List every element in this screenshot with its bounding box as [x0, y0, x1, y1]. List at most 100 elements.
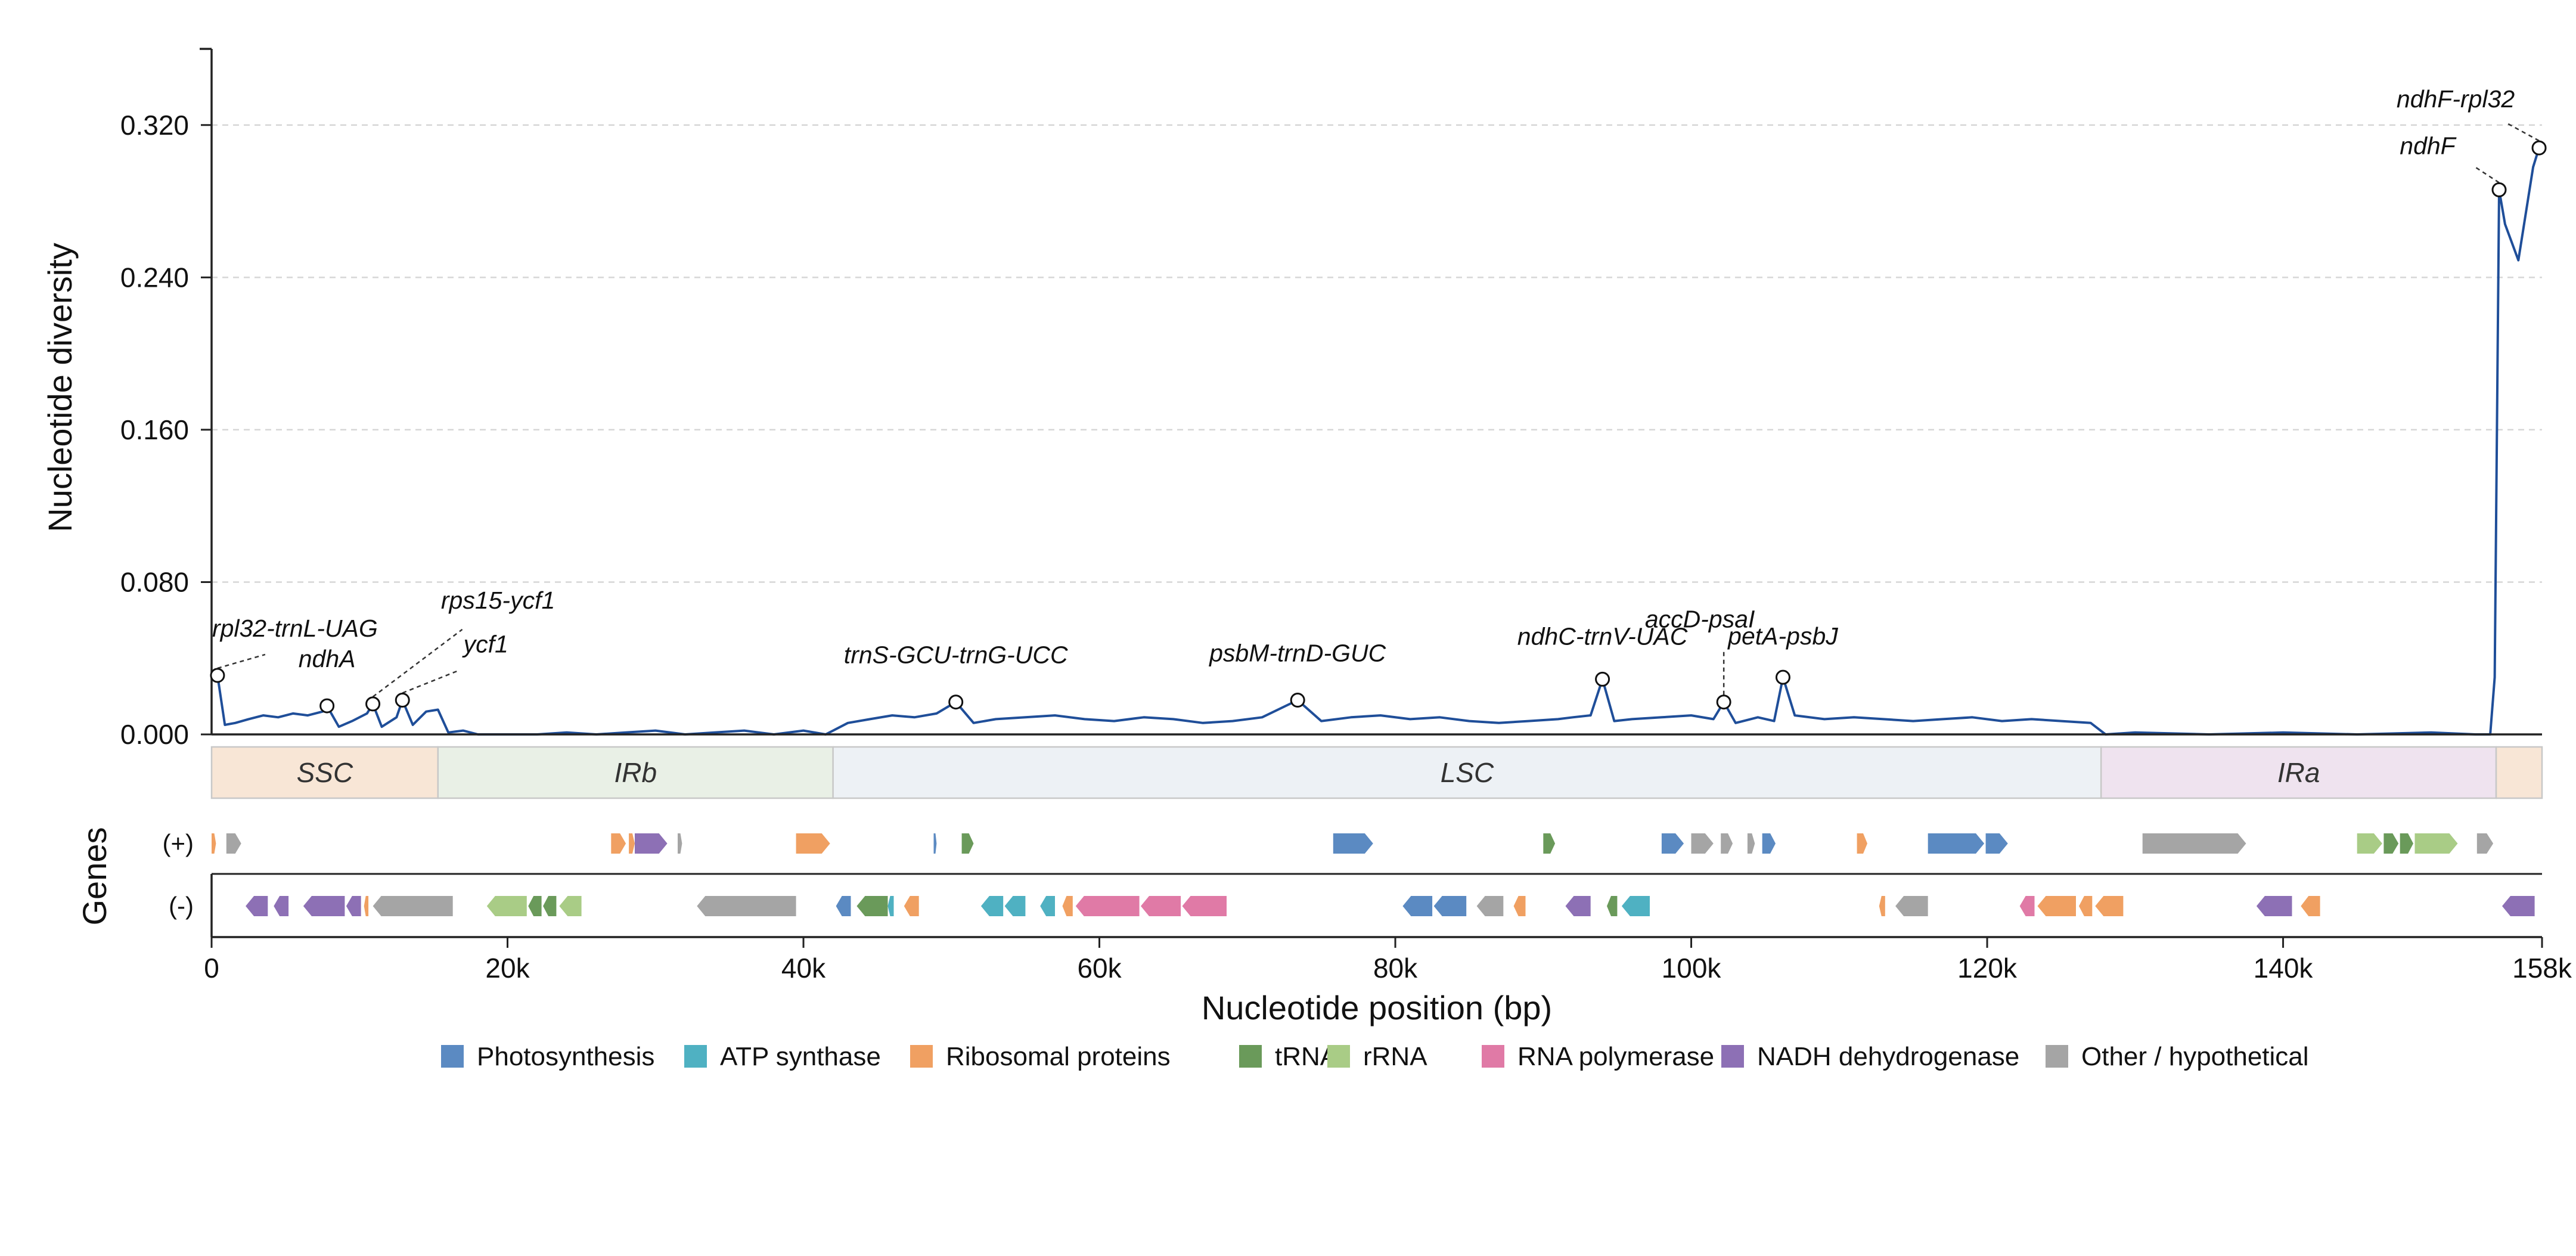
peak-marker [2531, 140, 2547, 156]
gene-arrow [1985, 833, 2008, 854]
gene-arrow [1721, 833, 1733, 854]
gene-arrow [1004, 896, 1026, 916]
gene-arrow [1762, 833, 1776, 854]
gene-arrow [1543, 833, 1556, 854]
gene-arrow [1433, 896, 1467, 916]
peak-label: rpl32-trnL-UAG [212, 615, 378, 642]
x-tick-label: 120k [1957, 953, 2018, 984]
gene-arrow [2476, 833, 2494, 854]
legend-label: Ribosomal proteins [946, 1042, 1171, 1071]
legend-layer: Photosynthesis ATP synthase Ribosomal prot… [441, 1042, 2309, 1071]
gene-arrow [1879, 896, 1885, 916]
gene-arrow [1476, 896, 1504, 916]
gene-arrow [2400, 833, 2413, 854]
gene-arrow [1141, 896, 1181, 916]
x-tick-label: 80k [1373, 953, 1418, 984]
peak-leader-line [217, 653, 266, 669]
gene-arrow [1747, 833, 1755, 854]
peak-label: accD-psaI [1645, 606, 1755, 633]
gene-arrow [1075, 896, 1140, 916]
legend-label: RNA polymerase [1517, 1042, 1714, 1071]
peak-marker [395, 693, 410, 708]
y-axis-title: Nucleotide diversity [41, 243, 79, 532]
gene-arrow [373, 896, 453, 916]
region-label: IRb [614, 757, 657, 788]
region-label: IRa [2277, 757, 2320, 788]
peak-marker [210, 668, 225, 683]
peak-label: rps15-ycf1 [441, 587, 555, 614]
peak-label: ndhF-rpl32 [2397, 85, 2515, 113]
gene-arrow [303, 896, 345, 916]
gene-arrow [2019, 896, 2035, 916]
gene-arrow [543, 896, 557, 916]
peak-label: ndhA [299, 645, 356, 672]
gene-arrow [1607, 896, 1618, 916]
peak-leader-line [2506, 122, 2540, 142]
gene-arrow [226, 833, 241, 854]
legend-label: Photosynthesis [477, 1042, 654, 1071]
region-block [437, 746, 834, 799]
peak-label: psbM-trnD-GUC [1208, 640, 1386, 667]
peak-marker [319, 698, 335, 714]
gene-arrow [629, 833, 635, 854]
gene-arrow [2079, 896, 2093, 916]
peak-marker [1290, 693, 1305, 708]
legend-label: NADH dehydrogenase [1757, 1042, 2019, 1071]
gene-arrow [1857, 833, 1867, 854]
gene-arrow [933, 833, 937, 854]
gene-arrow [1565, 896, 1591, 916]
peak-label: trnS-GCU-trnG-UCC [844, 641, 1068, 669]
gene-arrow [559, 896, 582, 916]
x-tick-label: 0 [204, 953, 219, 984]
region-label: LSC [1441, 757, 1494, 788]
gene-arrow [2142, 833, 2246, 854]
gene-arrow [1062, 896, 1073, 916]
peak-label: petA-psbJ [1727, 622, 1838, 650]
gene-arrow [1040, 896, 1055, 916]
gene-arrow [1928, 833, 1985, 854]
gene-layer: (+) (-) [163, 829, 2542, 920]
peak-marker [365, 696, 381, 712]
gene-arrow [274, 896, 289, 916]
gene-arrow [980, 896, 1004, 916]
x-tick-label: 158k [2512, 953, 2572, 984]
region-layer: SSC IRb LSC IRa [210, 746, 2543, 799]
gene-arrow [796, 833, 830, 854]
gene-arrow [1402, 896, 1433, 916]
gene-arrow [2301, 896, 2320, 916]
gene-arrow [2357, 833, 2382, 854]
gene-arrow [528, 896, 542, 916]
gene-arrow [856, 896, 888, 916]
gene-arrow [635, 833, 668, 854]
region-label: SSC [297, 757, 353, 788]
minus-strand-label: (-) [169, 892, 194, 920]
peak-layer: rpl32-trnL-UAG ndhA rps15-ycf1 ycf1 trnS-GCU… [210, 85, 2547, 714]
gene-arrow [1691, 833, 1714, 854]
peak-marker [948, 694, 964, 710]
gene-arrow [1513, 896, 1526, 916]
peak-label: ndhC-trnV-UAC [1517, 622, 1688, 650]
gene-arrow [346, 896, 361, 916]
gene-arrow [2414, 833, 2458, 854]
x-axis-title: Nucleotide position (bp) [1202, 989, 1552, 1026]
grid-layer [212, 124, 2542, 583]
peak-leader-line [402, 669, 460, 694]
gene-arrow [212, 833, 216, 854]
y-tick-label: 0.000 [120, 719, 189, 750]
gene-arrow [904, 896, 919, 916]
legend-swatch [1721, 1045, 1744, 1068]
gene-arrow [1895, 896, 1928, 916]
gene-arrow [611, 833, 626, 854]
gene-arrow [2095, 896, 2124, 916]
gene-arrow [2256, 896, 2292, 916]
gene-arrow [486, 896, 527, 916]
plus-strand-label: (+) [163, 829, 194, 857]
gene-arrow [1661, 833, 1684, 854]
y-tick-label: 0.240 [120, 262, 189, 293]
peak-leader-line [372, 628, 463, 697]
legend-label: Other / hypothetical [2081, 1042, 2309, 1071]
x-tick-label: 100k [1662, 953, 1722, 984]
gene-arrow [364, 896, 369, 916]
x-tick-label: 140k [2254, 953, 2314, 984]
